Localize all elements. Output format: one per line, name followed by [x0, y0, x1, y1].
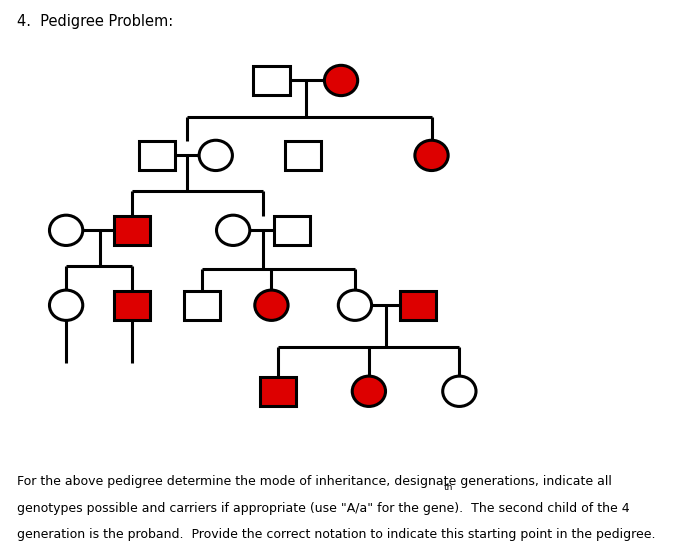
Text: th: th	[444, 483, 453, 492]
FancyBboxPatch shape	[260, 377, 296, 406]
Text: 4.  Pedigree Problem:: 4. Pedigree Problem:	[17, 14, 173, 29]
Ellipse shape	[324, 65, 358, 95]
Ellipse shape	[49, 215, 83, 245]
FancyBboxPatch shape	[253, 66, 290, 95]
Text: genotypes possible and carriers if appropriate (use "A/a" for the gene).  The se: genotypes possible and carriers if appro…	[17, 502, 630, 515]
FancyBboxPatch shape	[139, 141, 175, 170]
Ellipse shape	[415, 140, 448, 170]
FancyBboxPatch shape	[285, 141, 321, 170]
Ellipse shape	[352, 376, 386, 406]
FancyBboxPatch shape	[184, 291, 220, 320]
Ellipse shape	[443, 376, 476, 406]
FancyBboxPatch shape	[114, 216, 150, 245]
Ellipse shape	[199, 140, 232, 170]
FancyBboxPatch shape	[274, 216, 310, 245]
FancyBboxPatch shape	[400, 291, 436, 320]
FancyBboxPatch shape	[114, 291, 150, 320]
Ellipse shape	[49, 290, 83, 320]
Text: generation is the proband.  Provide the correct notation to indicate this starti: generation is the proband. Provide the c…	[17, 528, 656, 541]
Text: For the above pedigree determine the mode of inheritance, designate generations,: For the above pedigree determine the mod…	[17, 475, 612, 487]
Ellipse shape	[338, 290, 372, 320]
Ellipse shape	[216, 215, 250, 245]
Ellipse shape	[255, 290, 288, 320]
